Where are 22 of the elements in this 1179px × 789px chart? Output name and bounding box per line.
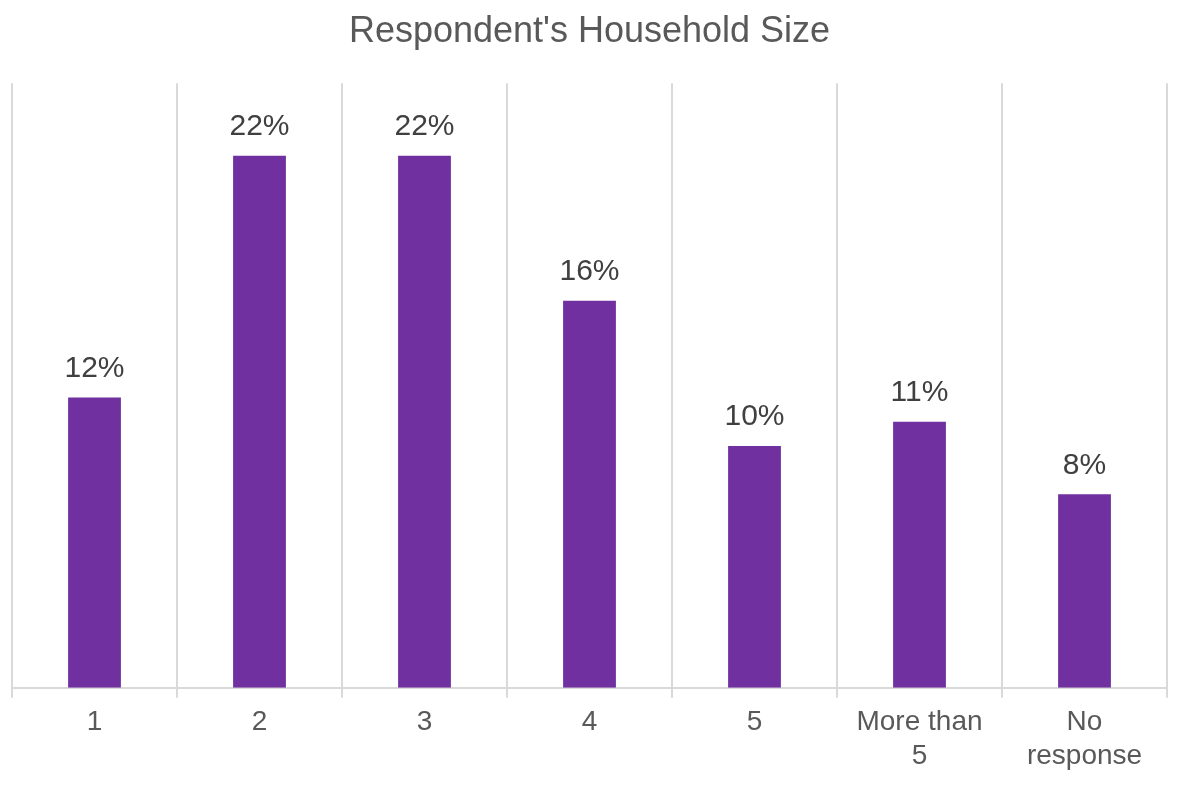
- x-tick-label: 5: [746, 705, 763, 737]
- x-tick-label: 1: [86, 705, 103, 737]
- data-label: 12%: [64, 349, 125, 383]
- bar: [398, 155, 451, 688]
- bar: [728, 445, 781, 688]
- data-label: 16%: [559, 253, 620, 287]
- x-tick-label: More than 5: [856, 705, 983, 770]
- bar: [563, 300, 616, 688]
- x-tick-label: No response: [1026, 705, 1143, 770]
- bar: [68, 397, 121, 688]
- data-label: 8%: [1062, 446, 1107, 480]
- bar: [893, 421, 946, 688]
- data-label: 22%: [229, 108, 290, 142]
- bar: [1058, 494, 1111, 688]
- x-tick-label: 2: [251, 705, 268, 737]
- bar: [233, 155, 286, 688]
- data-label: 10%: [724, 398, 785, 432]
- data-label: 22%: [394, 108, 455, 142]
- chart-title: Respondent's Household Size: [348, 8, 831, 50]
- x-tick-label: 3: [416, 705, 433, 737]
- x-tick-label: 4: [581, 705, 598, 737]
- data-label: 11%: [890, 374, 949, 408]
